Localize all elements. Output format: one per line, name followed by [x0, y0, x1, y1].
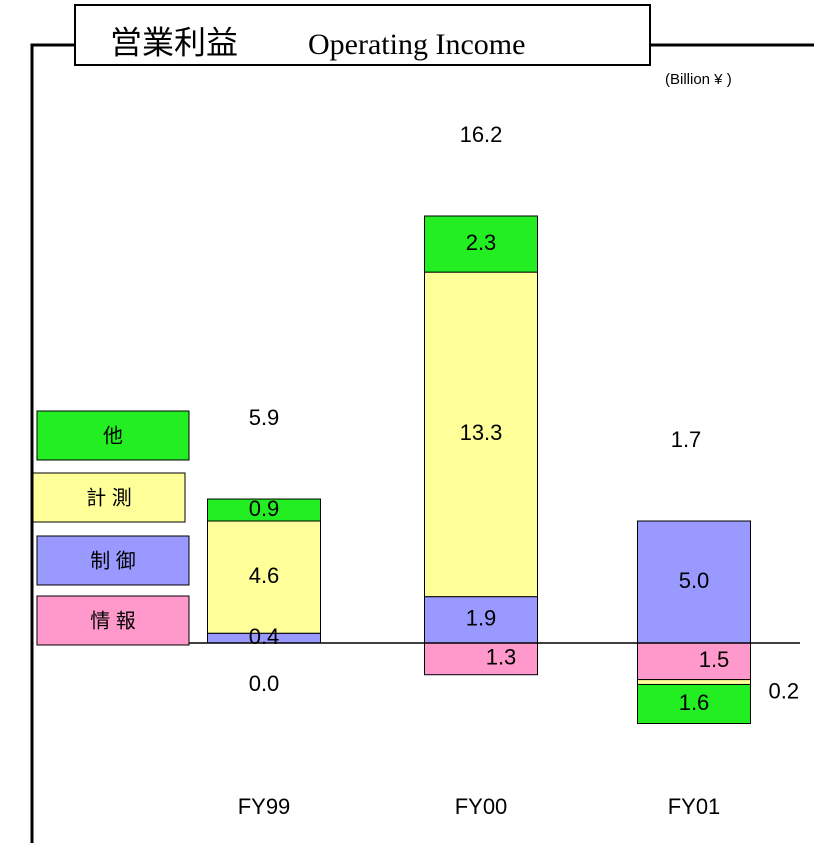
unit-label: (Billion ¥ ) — [665, 71, 732, 88]
value-label: 0.0 — [249, 671, 280, 696]
bar-segment — [207, 498, 321, 522]
value-label: 1.6 — [679, 690, 710, 715]
value-label: 1.3 — [486, 645, 517, 670]
legend-swatch — [36, 535, 190, 586]
chart-title: 営業利益 — [110, 24, 238, 60]
bar-segment — [424, 642, 538, 676]
legend-swatch — [36, 410, 190, 461]
value-label: 1.9 — [466, 606, 497, 631]
bar-segment — [637, 642, 751, 681]
legend-swatch — [36, 595, 190, 646]
x-tick-label: FY01 — [668, 794, 721, 819]
value-label: 0.4 — [249, 624, 280, 649]
value-label: 0.9 — [249, 496, 280, 521]
legend-label: 制 御 — [90, 549, 136, 572]
bar-segment — [637, 520, 751, 644]
x-tick-label: FY00 — [455, 794, 508, 819]
value-label: 4.6 — [249, 563, 280, 588]
x-tick-label: FY99 — [238, 794, 291, 819]
chart-title: Operating Income — [308, 28, 525, 61]
bar-segment — [424, 215, 538, 273]
frame-left — [30, 43, 75, 843]
total-label: 5.9 — [249, 405, 280, 430]
value-label: 2.3 — [466, 230, 497, 255]
bar-segment — [424, 596, 538, 644]
bar-segment — [424, 271, 538, 598]
value-label: 13.3 — [460, 420, 503, 445]
labels: FY99 0.0 0.4 4.6 0.9 5.9 FY00 1.3 1.9 13.3 2.3 16.2… — [32, 122, 800, 819]
bar-segment — [637, 683, 751, 725]
total-label: 1.7 — [671, 427, 702, 452]
value-label: 0.2 — [769, 678, 800, 703]
legend-label: 計 測 — [86, 486, 132, 509]
bar-segment — [637, 679, 751, 685]
legend-swatch — [32, 472, 186, 523]
value-label: 5.0 — [679, 568, 710, 593]
title-box — [74, 4, 651, 66]
bar-segment — [207, 520, 321, 634]
legend-label: 情 報 — [90, 609, 136, 632]
value-label: 1.5 — [699, 647, 730, 672]
total-label: 16.2 — [460, 122, 503, 147]
legend-label: 他 — [103, 424, 123, 447]
bars — [207, 215, 751, 725]
